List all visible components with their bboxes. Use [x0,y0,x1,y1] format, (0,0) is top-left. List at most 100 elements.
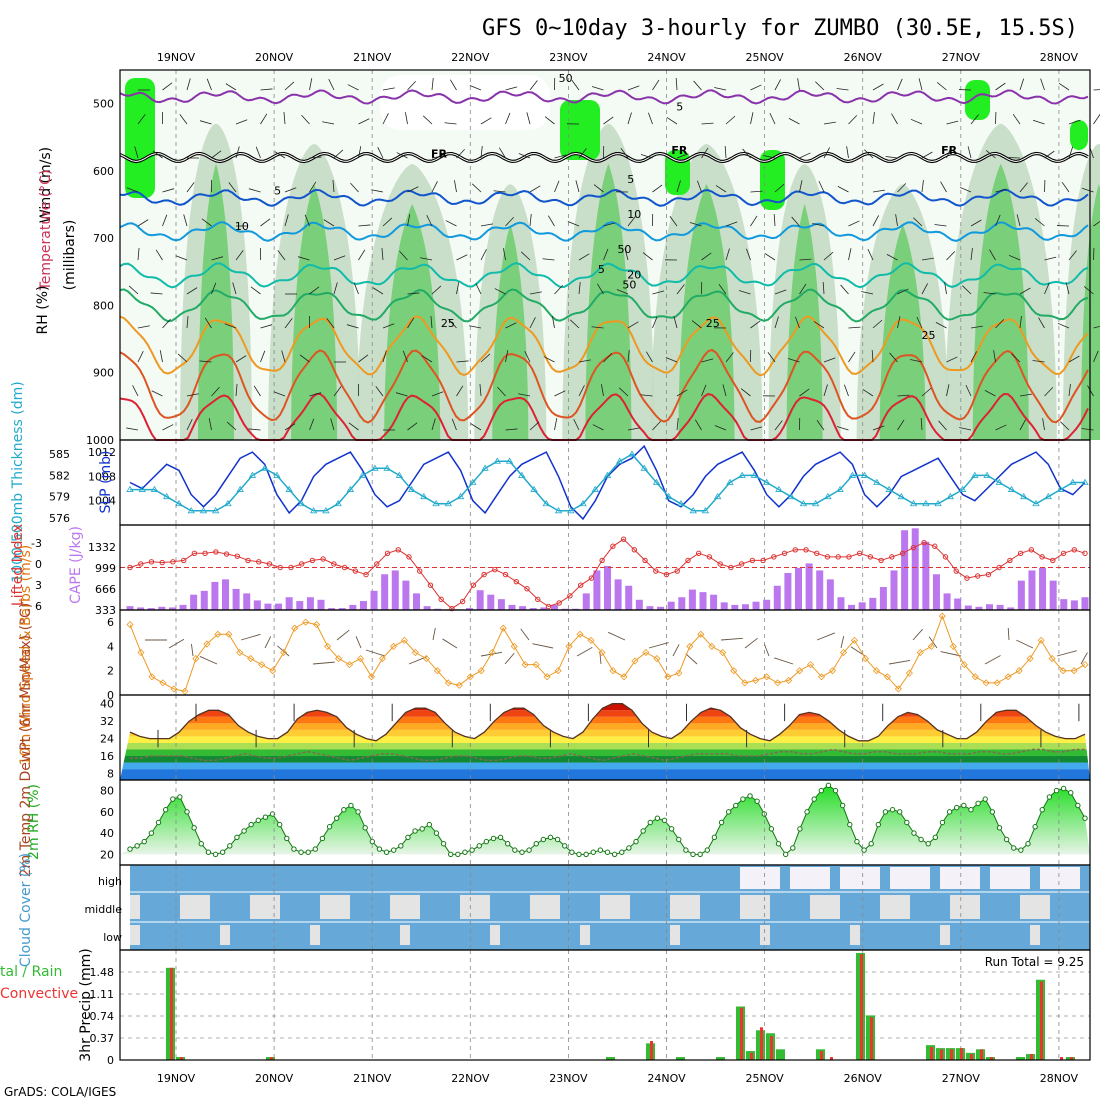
thickness-line [130,453,1085,512]
wind-barb [573,419,580,431]
lifted-index-point [288,564,294,571]
wind-barb [836,426,849,431]
thickness-point [726,478,734,485]
wind-barb [569,319,580,329]
wind-barb [186,419,193,431]
thickness-tick-label: 582 [49,469,70,482]
cape-axis-label: CAPE (J/kg) [68,526,84,604]
contour-label: 25 [706,317,720,330]
wind-barb [788,118,800,125]
wind-barb [226,421,237,431]
wind-barb [694,419,702,431]
wind-barb [750,426,763,431]
wind-barb [503,248,506,261]
wind-barb [333,149,344,159]
wind10-barb [432,627,436,641]
wind-barb [260,218,271,227]
cape-bar [848,604,856,610]
wind-barb [946,120,959,125]
wind10-barb [312,661,335,665]
thickness-point [199,507,208,514]
rh2m-point [782,851,789,858]
thickness-point [836,485,844,492]
rh2m-point [512,847,518,853]
rh2m-point [626,845,632,851]
cloud-mid-cell [480,895,490,919]
wind-barb [297,256,310,261]
rh2m-point [975,800,981,807]
cape-bar [306,597,314,610]
precip-tick-label: 1.48 [90,966,115,979]
wind-barb [1038,317,1045,329]
wind10-barb [940,651,962,657]
wind-barb [965,384,972,397]
wind-barb [665,357,678,363]
wind10-speed-point [927,642,935,650]
wind-barb [520,251,531,261]
cape-bar [1070,600,1078,610]
wind-barb [946,251,956,261]
wind-barb [505,86,518,91]
wind-barb [627,112,632,125]
wind-barb [578,359,591,363]
cape-tick-label: 333 [95,604,116,617]
wind10-speed-point [1070,667,1078,675]
wind-barb [885,156,898,159]
wind10-speed-point [576,630,584,638]
rh2m-point [946,809,953,815]
isotherm-30 [119,348,1089,424]
wind-barb [451,418,457,431]
cloud-low-cell [490,925,500,945]
rh2m-point [448,851,454,858]
cloud-mid-cell [200,895,210,919]
wind-barb [137,114,146,125]
wind-barb [250,286,261,295]
precip-convective-bar [170,967,173,1060]
wind-barb [186,393,199,397]
wind-barb [864,149,874,159]
wind-barb [578,282,581,295]
wind-barb [422,115,433,125]
lifted-index-point [180,557,187,564]
precip-convective-bar [970,1054,973,1060]
thickness-point [567,507,575,514]
wind-barb [128,285,139,295]
thickness-point [713,492,722,500]
wind-barb [333,386,342,397]
wind-barb [995,188,1008,193]
wind10-speed-point [817,673,826,681]
wind-barb [547,215,555,227]
lifted-index-point [138,561,144,567]
date-label-top: 19NOV [157,51,196,64]
lifted-index-point [760,557,766,564]
wind10-barb [720,637,743,641]
cape-bar [805,563,813,610]
wind-barb [554,390,566,397]
wind-barb [348,422,359,431]
temp-band [120,736,1090,743]
precip-convective-bar [740,1007,743,1060]
wind10-speed-point [192,655,200,663]
thickness-point [456,492,465,500]
cloud-high-cell [1010,867,1020,889]
date-label-bottom: 23NOV [549,1072,588,1085]
thickness-point [187,507,195,514]
rh2m-point [248,821,254,828]
cloud-mid-cell [530,895,540,919]
wind10-barb [685,653,698,665]
wind-barb [358,354,369,363]
wind-barb [673,316,678,329]
lifted-index-point [824,554,831,560]
wind-barb [260,350,266,363]
wind-barb [750,84,762,91]
thickness-point [799,499,808,507]
wind-barb [284,214,289,227]
wind-barb [970,219,982,227]
lifted-index-point [856,550,863,557]
wind-barb [571,80,580,91]
wind-barb [642,252,653,261]
wind-barb [260,324,273,329]
wind-barb [823,251,834,261]
cloud-mid-cell [550,895,560,919]
cloud-mid-cell [950,895,960,919]
